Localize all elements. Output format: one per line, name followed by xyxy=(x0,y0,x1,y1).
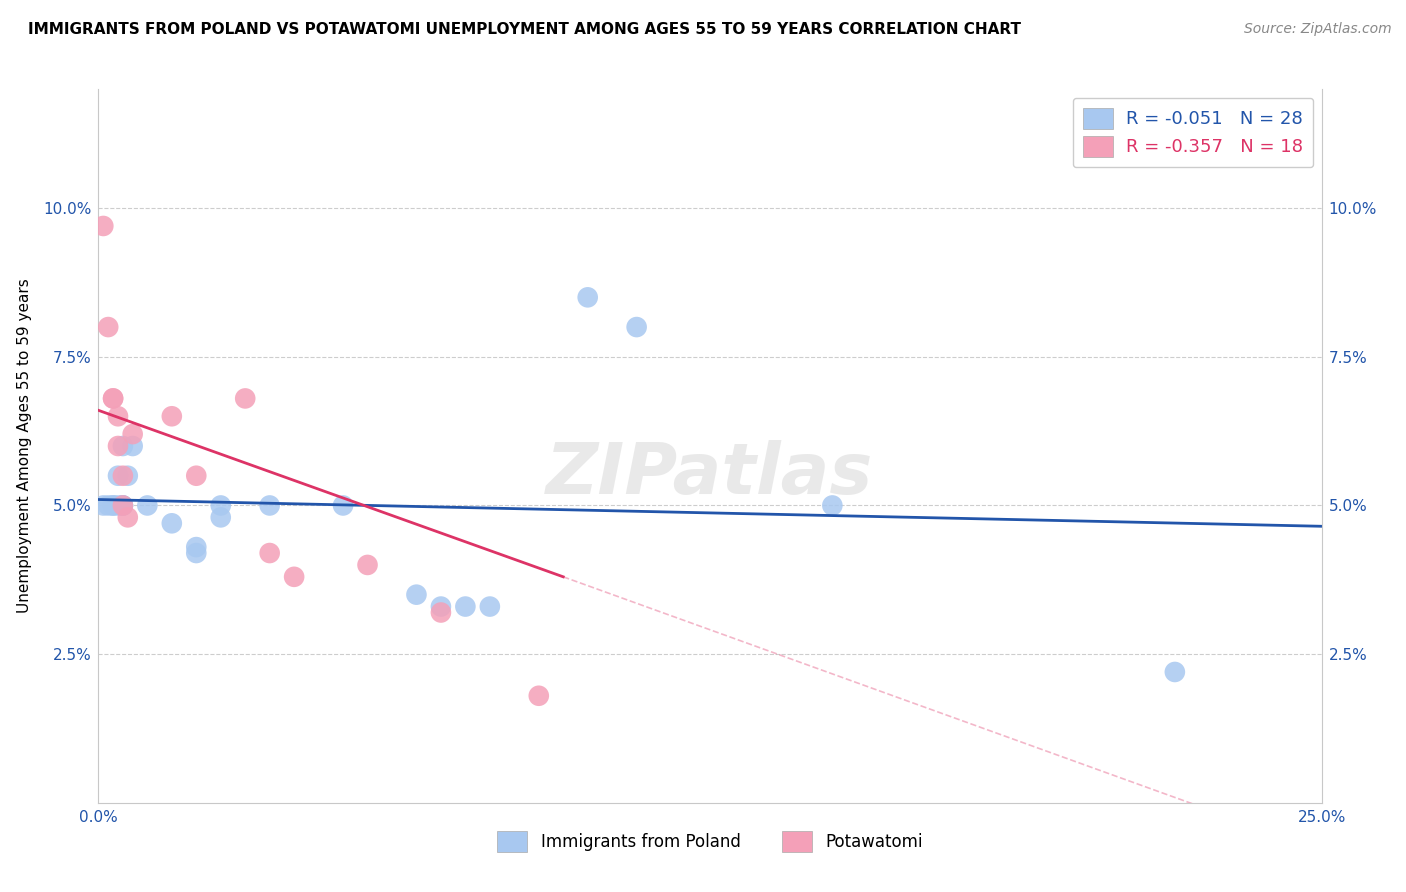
Point xyxy=(111,499,134,513)
Point xyxy=(117,468,139,483)
Point xyxy=(160,409,183,424)
Point xyxy=(430,599,453,614)
Point xyxy=(91,499,114,513)
Point xyxy=(121,427,143,442)
Text: IMMIGRANTS FROM POLAND VS POTAWATOMI UNEMPLOYMENT AMONG AGES 55 TO 59 YEARS CORR: IMMIGRANTS FROM POLAND VS POTAWATOMI UNE… xyxy=(28,22,1021,37)
Point xyxy=(97,320,120,334)
Point xyxy=(121,439,143,453)
Point xyxy=(259,499,281,513)
Point xyxy=(405,588,427,602)
Point xyxy=(101,392,124,406)
Point xyxy=(111,499,134,513)
Point xyxy=(209,510,232,524)
Point xyxy=(332,499,354,513)
Text: ZIPatlas: ZIPatlas xyxy=(547,440,873,509)
Text: Source: ZipAtlas.com: Source: ZipAtlas.com xyxy=(1244,22,1392,37)
Point xyxy=(101,392,124,406)
Point xyxy=(111,499,134,513)
Point xyxy=(209,499,232,513)
Point xyxy=(356,558,378,572)
Point xyxy=(283,570,305,584)
Point xyxy=(97,499,120,513)
Point xyxy=(186,468,208,483)
Point xyxy=(107,468,129,483)
Point xyxy=(136,499,159,513)
Point xyxy=(111,439,134,453)
Y-axis label: Unemployment Among Ages 55 to 59 years: Unemployment Among Ages 55 to 59 years xyxy=(17,278,32,614)
Point xyxy=(1164,665,1187,679)
Point xyxy=(107,439,129,453)
Point xyxy=(233,392,256,406)
Point xyxy=(186,546,208,560)
Point xyxy=(626,320,648,334)
Point xyxy=(107,409,129,424)
Point xyxy=(454,599,477,614)
Point xyxy=(107,499,129,513)
Point xyxy=(186,540,208,554)
Point xyxy=(576,290,599,304)
Point xyxy=(91,219,114,233)
Point xyxy=(478,599,501,614)
Point xyxy=(821,499,844,513)
Point xyxy=(117,510,139,524)
Point xyxy=(111,499,134,513)
Point xyxy=(101,499,124,513)
Point xyxy=(160,516,183,531)
Point xyxy=(101,499,124,513)
Point xyxy=(527,689,550,703)
Point xyxy=(111,468,134,483)
Point xyxy=(430,606,453,620)
Legend: Immigrants from Poland, Potawatomi: Immigrants from Poland, Potawatomi xyxy=(491,824,929,859)
Point xyxy=(259,546,281,560)
